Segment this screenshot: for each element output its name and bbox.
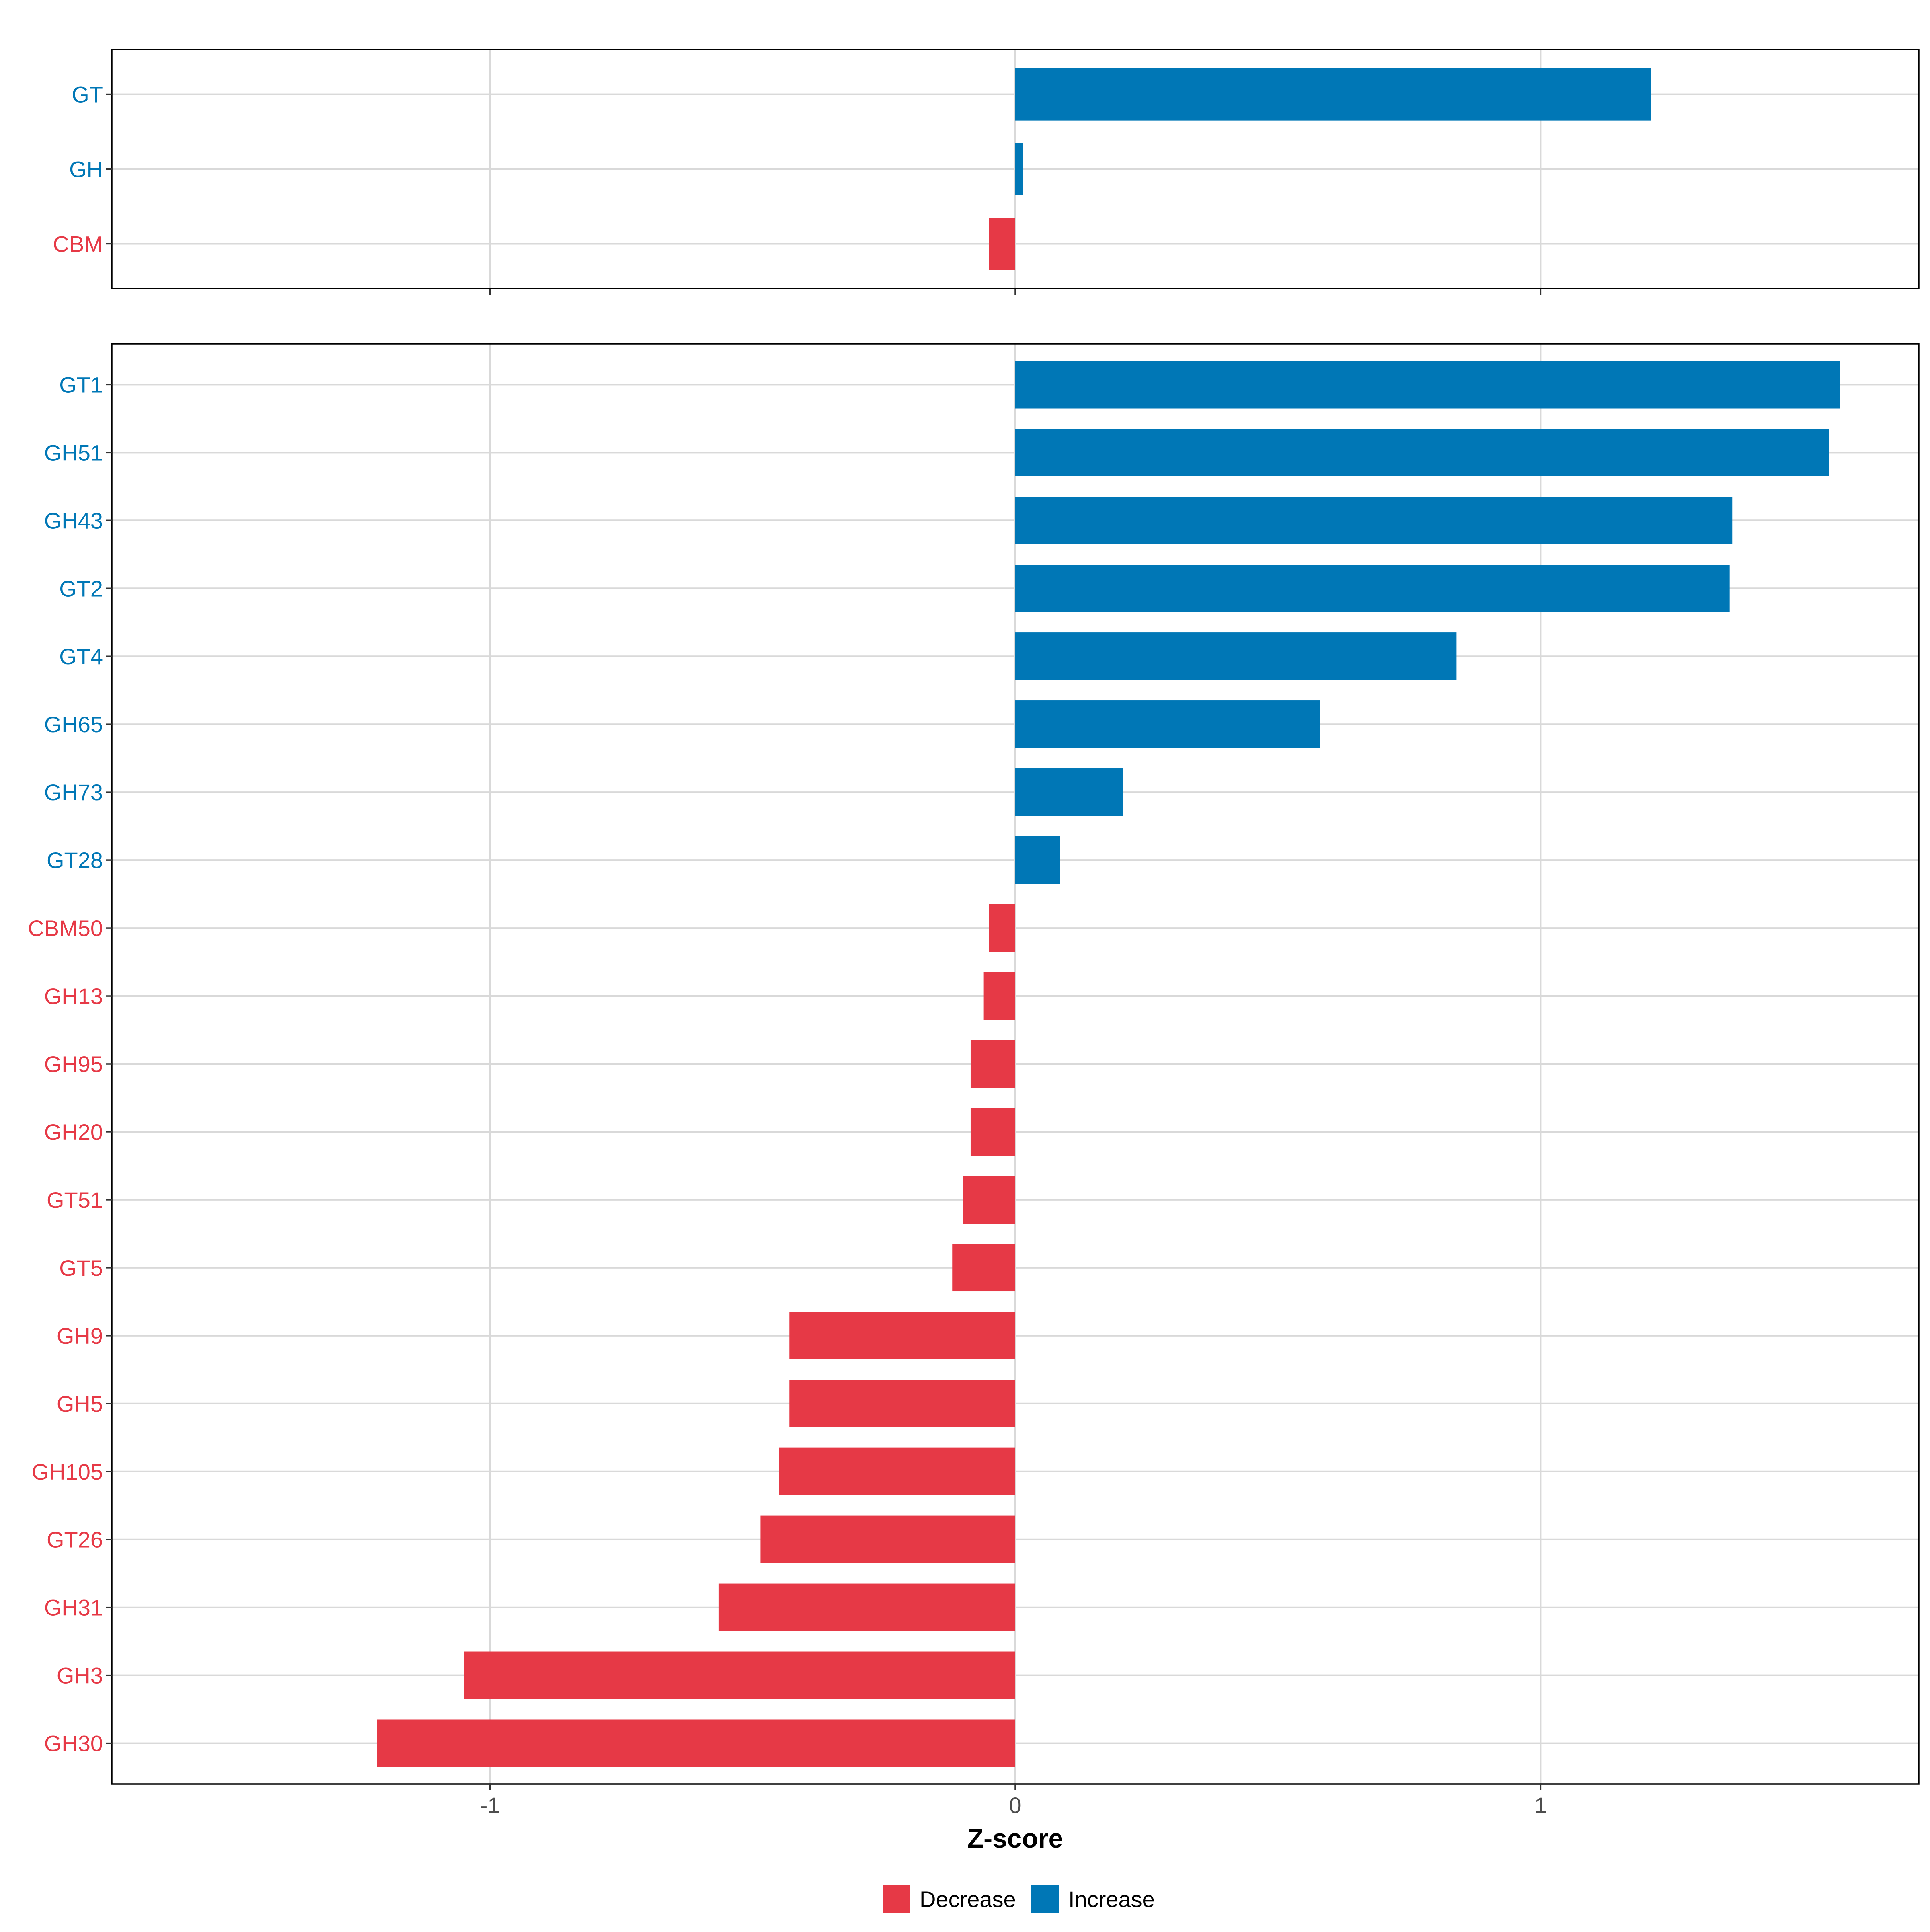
category-label: GT51 (47, 1187, 103, 1213)
bar-gt28 (1015, 836, 1060, 884)
category-label: GH13 (44, 983, 103, 1009)
bar-gh20 (970, 1108, 1015, 1156)
category-label: GH3 (57, 1663, 103, 1688)
bar-gh13 (983, 972, 1015, 1020)
bar-gt26 (760, 1515, 1015, 1563)
bar-gh65 (1015, 700, 1320, 748)
bar-gh105 (779, 1447, 1015, 1495)
bar-gh73 (1015, 768, 1123, 816)
bar-gt4 (1015, 632, 1457, 680)
category-label: CBM (53, 231, 103, 257)
category-label: GT26 (47, 1527, 103, 1552)
category-label: GH105 (32, 1459, 103, 1484)
category-label: GH65 (44, 712, 103, 737)
bar-gt2 (1015, 565, 1730, 612)
bar-cbm (989, 218, 1015, 270)
category-label: GH73 (44, 780, 103, 805)
category-label: GH51 (44, 440, 103, 465)
category-label: GT2 (59, 576, 103, 601)
category-label: GT1 (59, 372, 103, 397)
bottom-panel: GT1GH51GH43GT2GT4GH65GH73GT28CBM50GH13GH… (28, 343, 1920, 1818)
bar-gh3 (464, 1651, 1015, 1699)
category-label: GH30 (44, 1731, 103, 1756)
category-label: GT5 (59, 1255, 103, 1281)
bar-gh5 (789, 1380, 1015, 1427)
bar-gt (1015, 68, 1651, 121)
category-label: CBM50 (28, 916, 103, 941)
category-label: GT28 (47, 848, 103, 873)
bar-gh95 (970, 1040, 1015, 1088)
bar-gt1 (1015, 361, 1840, 409)
category-label: GH9 (57, 1323, 103, 1349)
top-panel: GT GH CBM (53, 49, 1920, 295)
legend-label-decrease: Decrease (920, 1887, 1016, 1912)
x-tick-label: 0 (1009, 1792, 1021, 1818)
category-label: GH (69, 157, 103, 182)
bar-gh30 (377, 1719, 1015, 1767)
bar-gh43 (1015, 497, 1733, 544)
bar-gh51 (1015, 429, 1829, 476)
x-tick-label: 1 (1534, 1792, 1547, 1818)
bar-gt51 (963, 1176, 1015, 1224)
category-label: GT4 (59, 644, 103, 669)
x-tick-label: -1 (480, 1792, 500, 1818)
legend-swatch-increase (1031, 1885, 1059, 1913)
bar-gt5 (952, 1244, 1015, 1292)
bar-cbm50 (989, 904, 1015, 952)
category-label: GH31 (44, 1595, 103, 1620)
legend: Decrease Increase (883, 1885, 1155, 1913)
bar-gh9 (789, 1312, 1015, 1359)
bar-gh (1015, 143, 1023, 195)
category-label: GT (72, 82, 103, 107)
category-label: GH43 (44, 508, 103, 533)
bar-gh31 (718, 1583, 1015, 1631)
x-axis-title: Z-score (967, 1823, 1063, 1853)
legend-label-increase: Increase (1068, 1887, 1155, 1912)
category-label: GH5 (57, 1391, 103, 1417)
legend-swatch-decrease (883, 1885, 910, 1913)
category-label: GH95 (44, 1051, 103, 1077)
category-label: GH20 (44, 1119, 103, 1145)
